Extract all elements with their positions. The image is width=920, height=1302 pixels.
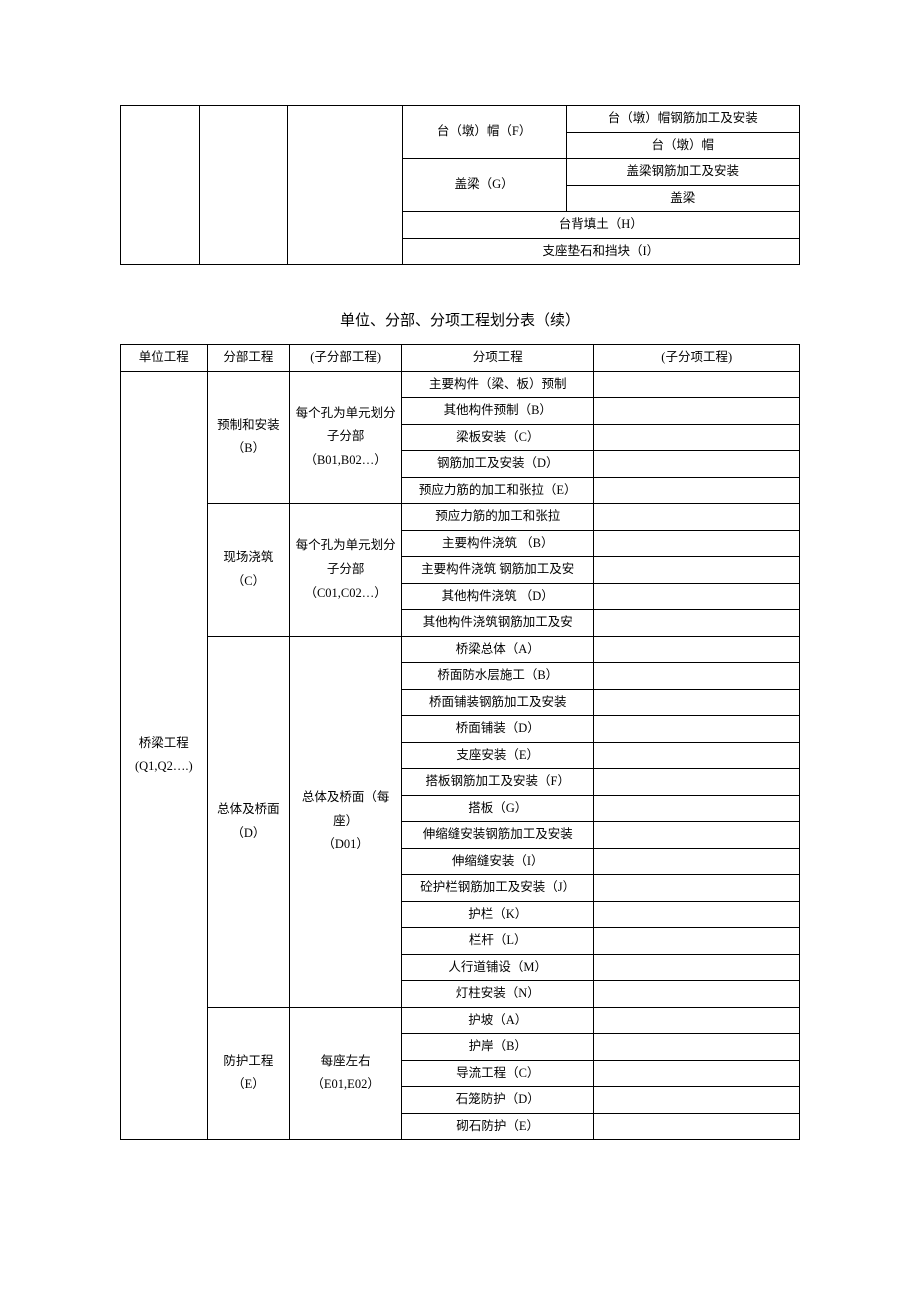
- t2-g2-c3: 总体及桥面（每座）（D01）: [290, 636, 402, 1007]
- t2-g2-r4: 支座安装（E）: [402, 742, 594, 769]
- t2-g2-r9: 砼护栏钢筋加工及安装（J）: [402, 875, 594, 902]
- t2-g1-c3: 每个孔为单元划分子分部（C01,C02…）: [290, 504, 402, 637]
- t2-g3-c3: 每座左右（E01,E02）: [290, 1007, 402, 1140]
- t1-r5: 支座垫石和挡块（I）: [402, 238, 799, 265]
- t2-g2-r5: 搭板钢筋加工及安装（F）: [402, 769, 594, 796]
- t2-c1: 桥梁工程(Q1,Q2….): [121, 371, 208, 1140]
- t2-g2-r8: 伸缩缝安装（I）: [402, 848, 594, 875]
- t2-h5: (子分项工程): [594, 345, 800, 372]
- top-table: 台（墩）帽（F） 台（墩）帽钢筋加工及安装 台（墩）帽 盖梁（G） 盖梁钢筋加工…: [120, 105, 800, 265]
- t1-r1-c5: 台（墩）帽: [566, 132, 799, 159]
- t2-g1-r4: 其他构件浇筑钢筋加工及安: [402, 610, 594, 637]
- t2-g3-r1: 护岸（B）: [402, 1034, 594, 1061]
- t2-g3-r4: 砌石防护（E）: [402, 1113, 594, 1140]
- t2-g2-r6: 搭板（G）: [402, 795, 594, 822]
- t1-r0-c4: 台（墩）帽（F）: [402, 106, 566, 159]
- t2-g0-c3: 每个孔为单元划分子分部（B01,B02…）: [290, 371, 402, 504]
- t2-g0-r0: 主要构件（梁、板）预制: [402, 371, 594, 398]
- t1-r2-c4: 盖梁（G）: [402, 159, 566, 212]
- t2-g1-c2: 现场浇筑（C）: [207, 504, 290, 637]
- t2-g0-r4: 预应力筋的加工和张拉（E）: [402, 477, 594, 504]
- t2-g3-r3: 石笼防护（D）: [402, 1087, 594, 1114]
- t1-r2-c5: 盖梁钢筋加工及安装: [566, 159, 799, 186]
- t2-g2-r0: 桥梁总体（A）: [402, 636, 594, 663]
- t2-g0-c2: 预制和安装（B）: [207, 371, 290, 504]
- t2-g2-r13: 灯柱安装（N）: [402, 981, 594, 1008]
- t1-c2: [200, 106, 288, 265]
- t2-g3-c2: 防护工程（E）: [207, 1007, 290, 1140]
- t2-g0-r0-c5: [594, 371, 800, 398]
- t2-g2-r12: 人行道铺设（M）: [402, 954, 594, 981]
- t2-g0-r1: 其他构件预制（B）: [402, 398, 594, 425]
- t2-g0-r3: 钢筋加工及安装（D）: [402, 451, 594, 478]
- t1-c1: [121, 106, 200, 265]
- t2-h2: 分部工程: [207, 345, 290, 372]
- t2-g2-r2: 桥面铺装钢筋加工及安装: [402, 689, 594, 716]
- t2-g2-r1: 桥面防水层施工（B）: [402, 663, 594, 690]
- t2-g2-r11: 栏杆（L）: [402, 928, 594, 955]
- page-title: 单位、分部、分项工程划分表（续）: [120, 309, 800, 330]
- t1-r0-c5: 台（墩）帽钢筋加工及安装: [566, 106, 799, 133]
- t2-g3-r2: 导流工程（C）: [402, 1060, 594, 1087]
- main-table: 单位工程 分部工程 (子分部工程) 分项工程 (子分项工程) 桥梁工程(Q1,Q…: [120, 344, 800, 1140]
- t2-g1-r3: 其他构件浇筑 （D）: [402, 583, 594, 610]
- t2-g0-r2: 梁板安装（C）: [402, 424, 594, 451]
- t2-h1: 单位工程: [121, 345, 208, 372]
- t2-g1-r0: 预应力筋的加工和张拉: [402, 504, 594, 531]
- t2-g2-r7: 伸缩缝安装钢筋加工及安装: [402, 822, 594, 849]
- t2-h3: (子分部工程): [290, 345, 402, 372]
- t2-g2-r10: 护栏（K）: [402, 901, 594, 928]
- t1-r3-c5: 盖梁: [566, 185, 799, 212]
- t2-g2-r3: 桥面铺装（D）: [402, 716, 594, 743]
- t2-g1-r1: 主要构件浇筑 （B）: [402, 530, 594, 557]
- t2-g3-r0: 护坡（A）: [402, 1007, 594, 1034]
- t1-r4: 台背填土（H）: [402, 212, 799, 239]
- t2-g2-c2: 总体及桥面（D）: [207, 636, 290, 1007]
- t2-h4: 分项工程: [402, 345, 594, 372]
- t2-g1-r2: 主要构件浇筑 钢筋加工及安: [402, 557, 594, 584]
- t1-c3: [287, 106, 402, 265]
